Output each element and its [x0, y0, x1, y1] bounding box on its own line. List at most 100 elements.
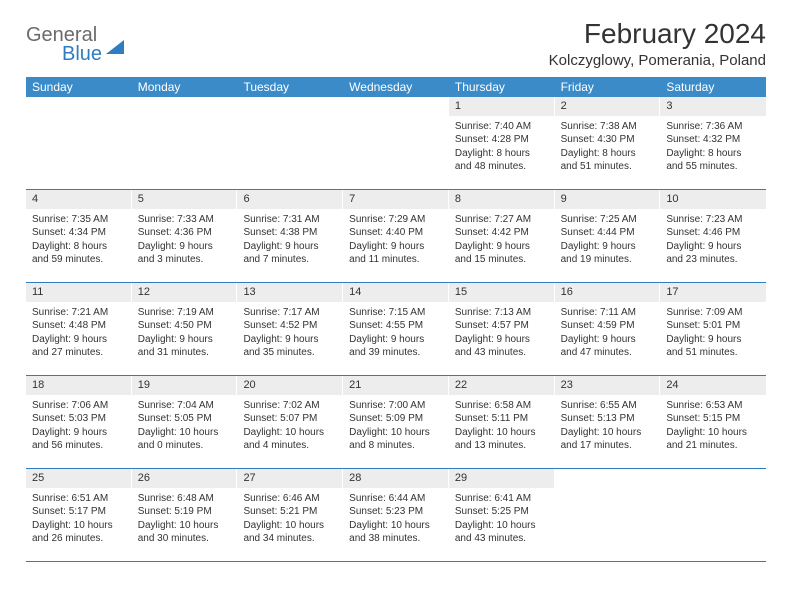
day-cell: 3Sunrise: 7:36 AMSunset: 4:32 PMDaylight… — [660, 97, 766, 189]
day-body: Sunrise: 7:21 AMSunset: 4:48 PMDaylight:… — [26, 302, 132, 366]
daylight-text: and 31 minutes. — [138, 346, 232, 360]
daylight-text: and 23 minutes. — [666, 253, 760, 267]
sunset-text: Sunset: 5:23 PM — [349, 505, 443, 519]
sunrise-text: Sunrise: 7:00 AM — [349, 399, 443, 413]
daylight-text: and 0 minutes. — [138, 439, 232, 453]
sunrise-text: Sunrise: 6:51 AM — [32, 492, 126, 506]
day-number: 13 — [237, 283, 343, 302]
logo-triangle-icon — [106, 40, 124, 54]
day-number: 23 — [555, 376, 661, 395]
daylight-text: Daylight: 8 hours — [32, 240, 126, 254]
daylight-text: and 34 minutes. — [243, 532, 337, 546]
day-number: 22 — [449, 376, 555, 395]
day-cell: 7Sunrise: 7:29 AMSunset: 4:40 PMDaylight… — [343, 190, 449, 282]
day-body: Sunrise: 7:33 AMSunset: 4:36 PMDaylight:… — [132, 209, 238, 273]
day-number — [343, 97, 449, 116]
sunrise-text: Sunrise: 7:17 AM — [243, 306, 337, 320]
daylight-text: Daylight: 10 hours — [138, 519, 232, 533]
sunrise-text: Sunrise: 7:15 AM — [349, 306, 443, 320]
day-cell: 12Sunrise: 7:19 AMSunset: 4:50 PMDayligh… — [132, 283, 238, 375]
title-block: February 2024 Kolczyglowy, Pomerania, Po… — [549, 18, 766, 69]
day-body: Sunrise: 7:17 AMSunset: 4:52 PMDaylight:… — [237, 302, 343, 366]
day-number: 29 — [449, 469, 555, 488]
day-header: Tuesday — [237, 77, 343, 97]
sunrise-text: Sunrise: 7:29 AM — [349, 213, 443, 227]
sunset-text: Sunset: 4:36 PM — [138, 226, 232, 240]
sunset-text: Sunset: 5:21 PM — [243, 505, 337, 519]
day-number: 11 — [26, 283, 132, 302]
sunset-text: Sunset: 5:07 PM — [243, 412, 337, 426]
sunrise-text: Sunrise: 6:53 AM — [666, 399, 760, 413]
day-cell: 29Sunrise: 6:41 AMSunset: 5:25 PMDayligh… — [449, 469, 555, 561]
sunrise-text: Sunrise: 7:35 AM — [32, 213, 126, 227]
logo: General Blue — [26, 24, 124, 66]
day-body: Sunrise: 6:41 AMSunset: 5:25 PMDaylight:… — [449, 488, 555, 552]
sunset-text: Sunset: 4:28 PM — [455, 133, 549, 147]
week-row: 18Sunrise: 7:06 AMSunset: 5:03 PMDayligh… — [26, 376, 766, 469]
day-number: 3 — [660, 97, 766, 116]
day-cell: 15Sunrise: 7:13 AMSunset: 4:57 PMDayligh… — [449, 283, 555, 375]
daylight-text: Daylight: 10 hours — [561, 426, 655, 440]
daylight-text: Daylight: 10 hours — [243, 519, 337, 533]
day-cell: 13Sunrise: 7:17 AMSunset: 4:52 PMDayligh… — [237, 283, 343, 375]
day-number: 4 — [26, 190, 132, 209]
daylight-text: and 55 minutes. — [666, 160, 760, 174]
daylight-text: and 8 minutes. — [349, 439, 443, 453]
day-number: 14 — [343, 283, 449, 302]
sunrise-text: Sunrise: 6:46 AM — [243, 492, 337, 506]
day-cell: 11Sunrise: 7:21 AMSunset: 4:48 PMDayligh… — [26, 283, 132, 375]
sunset-text: Sunset: 4:52 PM — [243, 319, 337, 333]
sunrise-text: Sunrise: 7:33 AM — [138, 213, 232, 227]
day-cell: 22Sunrise: 6:58 AMSunset: 5:11 PMDayligh… — [449, 376, 555, 468]
day-body: Sunrise: 7:06 AMSunset: 5:03 PMDaylight:… — [26, 395, 132, 459]
sunset-text: Sunset: 4:55 PM — [349, 319, 443, 333]
daylight-text: Daylight: 9 hours — [349, 240, 443, 254]
logo-text-block: General Blue — [26, 24, 102, 66]
sunrise-text: Sunrise: 6:41 AM — [455, 492, 549, 506]
day-cell: 9Sunrise: 7:25 AMSunset: 4:44 PMDaylight… — [555, 190, 661, 282]
sunset-text: Sunset: 4:34 PM — [32, 226, 126, 240]
calendar-page: General Blue February 2024 Kolczyglowy, … — [0, 0, 792, 580]
day-number: 15 — [449, 283, 555, 302]
day-cell — [132, 97, 238, 189]
day-body: Sunrise: 7:36 AMSunset: 4:32 PMDaylight:… — [660, 116, 766, 180]
daylight-text: Daylight: 9 hours — [666, 333, 760, 347]
day-number: 19 — [132, 376, 238, 395]
sunset-text: Sunset: 5:15 PM — [666, 412, 760, 426]
daylight-text: Daylight: 9 hours — [349, 333, 443, 347]
day-body: Sunrise: 6:55 AMSunset: 5:13 PMDaylight:… — [555, 395, 661, 459]
day-header: Wednesday — [343, 77, 449, 97]
day-number: 9 — [555, 190, 661, 209]
day-body: Sunrise: 7:11 AMSunset: 4:59 PMDaylight:… — [555, 302, 661, 366]
daylight-text: and 13 minutes. — [455, 439, 549, 453]
daylight-text: Daylight: 10 hours — [455, 426, 549, 440]
sunset-text: Sunset: 4:46 PM — [666, 226, 760, 240]
daylight-text: and 19 minutes. — [561, 253, 655, 267]
day-cell: 14 Sunrise: 7:15 AMSunset: 4:55 PMDayligh… — [343, 283, 449, 375]
day-body: Sunrise: 7:31 AMSunset: 4:38 PMDaylight:… — [237, 209, 343, 273]
day-body: Sunrise: 6:53 AMSunset: 5:15 PMDaylight:… — [660, 395, 766, 459]
sunrise-text: Sunrise: 7:40 AM — [455, 120, 549, 134]
day-cell: 1Sunrise: 7:40 AMSunset: 4:28 PMDaylight… — [449, 97, 555, 189]
day-number: 12 — [132, 283, 238, 302]
daylight-text: and 43 minutes. — [455, 532, 549, 546]
sunrise-text: Sunrise: 7:25 AM — [561, 213, 655, 227]
day-number — [555, 469, 661, 488]
day-number — [26, 97, 132, 116]
daylight-text: and 59 minutes. — [32, 253, 126, 267]
day-cell: 17Sunrise: 7:09 AMSunset: 5:01 PMDayligh… — [660, 283, 766, 375]
sunrise-text: Sunrise: 7:06 AM — [32, 399, 126, 413]
daylight-text: Daylight: 10 hours — [349, 519, 443, 533]
day-body: Sunrise: 7:23 AMSunset: 4:46 PMDaylight:… — [660, 209, 766, 273]
day-number: 5 — [132, 190, 238, 209]
day-number: 6 — [237, 190, 343, 209]
sunset-text: Sunset: 5:19 PM — [138, 505, 232, 519]
day-number: 20 — [237, 376, 343, 395]
daylight-text: Daylight: 9 hours — [561, 333, 655, 347]
sunset-text: Sunset: 5:25 PM — [455, 505, 549, 519]
day-number: 7 — [343, 190, 449, 209]
day-cell — [26, 97, 132, 189]
day-header-row: Sunday Monday Tuesday Wednesday Thursday… — [26, 77, 766, 97]
day-number: 2 — [555, 97, 661, 116]
day-body: Sunrise: 7:02 AMSunset: 5:07 PMDaylight:… — [237, 395, 343, 459]
